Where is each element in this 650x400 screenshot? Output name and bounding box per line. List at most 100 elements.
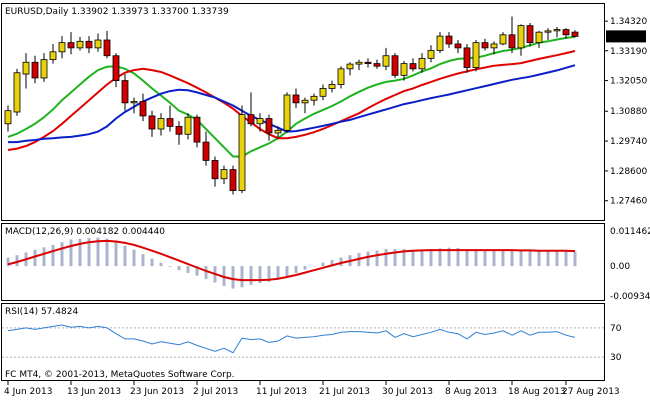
candle bbox=[391, 53, 399, 78]
candle bbox=[373, 59, 381, 69]
candle-body bbox=[373, 63, 381, 67]
candle bbox=[238, 105, 246, 194]
candle-body bbox=[139, 101, 147, 117]
moving-average-line-3 bbox=[8, 64, 576, 144]
candle-body bbox=[472, 42, 480, 68]
macd-histogram-bar bbox=[510, 250, 514, 267]
candle bbox=[337, 66, 345, 89]
candle-body bbox=[454, 43, 462, 49]
candle-body bbox=[508, 34, 516, 49]
price-axis-label: 1.27460 bbox=[610, 197, 647, 207]
macd-histogram-bar bbox=[366, 251, 370, 267]
current-price-tag bbox=[606, 30, 646, 43]
candle-body bbox=[229, 169, 237, 191]
candle-body bbox=[112, 55, 120, 81]
macd-histogram-bar bbox=[69, 239, 73, 267]
candle-body bbox=[481, 42, 489, 49]
macd-histogram-bar bbox=[420, 249, 424, 267]
macd-signal-line bbox=[7, 239, 576, 282]
macd-histogram-bar bbox=[6, 257, 10, 267]
candle-body bbox=[328, 84, 336, 89]
candle-body bbox=[256, 118, 264, 125]
candle-body bbox=[391, 55, 399, 76]
candle bbox=[229, 165, 237, 195]
candle bbox=[562, 28, 570, 39]
rsi-axis-label: 70 bbox=[610, 324, 622, 334]
candle-body bbox=[49, 51, 57, 61]
price-chart-title: EURUSD,Daily 1.33902 1.33973 1.33700 1.3… bbox=[5, 7, 229, 17]
candle bbox=[166, 105, 174, 132]
candle-body bbox=[283, 94, 291, 131]
macd-histogram-bar bbox=[465, 249, 469, 267]
date-axis-label: 4 Jun 2013 bbox=[4, 387, 52, 397]
macd-histogram-bar bbox=[87, 238, 91, 267]
macd-histogram-bar bbox=[546, 250, 550, 267]
candle bbox=[490, 41, 498, 55]
candle-body bbox=[4, 110, 12, 125]
candle bbox=[202, 131, 210, 166]
candle bbox=[445, 32, 453, 48]
macd-histogram-bar bbox=[78, 238, 82, 267]
candle bbox=[76, 36, 84, 51]
candle-body bbox=[31, 61, 39, 79]
macd-histogram-bar bbox=[186, 266, 190, 273]
macd-histogram-bar bbox=[573, 251, 577, 267]
candle-body bbox=[58, 42, 66, 53]
candle-body bbox=[337, 68, 345, 85]
macd-histogram-bar bbox=[321, 262, 325, 267]
moving-average-line-2 bbox=[7, 50, 576, 151]
macd-histogram-bar bbox=[447, 247, 451, 267]
macd-axis-label: 0.011462 bbox=[610, 227, 650, 237]
candle bbox=[274, 126, 282, 139]
candle-body bbox=[526, 25, 534, 44]
price-axis-label: 1.34320 bbox=[610, 17, 647, 27]
macd-histogram-bar bbox=[303, 266, 307, 270]
macd-histogram-bar bbox=[204, 266, 208, 280]
candle-body bbox=[184, 116, 192, 135]
macd-axis-label: -0.009348 bbox=[610, 292, 650, 302]
candle-body bbox=[490, 43, 498, 49]
macd-histogram-bar bbox=[168, 266, 172, 267]
candle-body bbox=[355, 61, 363, 65]
candle-body bbox=[292, 94, 300, 104]
candle-body bbox=[553, 29, 561, 32]
candle bbox=[40, 53, 48, 82]
candle-body bbox=[94, 39, 102, 49]
candle bbox=[364, 58, 372, 68]
date-axis-label: 30 Jul 2013 bbox=[382, 387, 433, 397]
candle bbox=[553, 26, 561, 38]
candle-body bbox=[463, 47, 471, 68]
rsi-axis-label: 30 bbox=[610, 353, 622, 363]
candle bbox=[211, 156, 219, 187]
macd-histogram-bar bbox=[285, 266, 289, 277]
candle-body bbox=[319, 88, 327, 97]
candle bbox=[265, 114, 273, 141]
candle-body bbox=[238, 114, 246, 191]
macd-histogram-bar bbox=[267, 266, 271, 282]
macd-histogram-bar bbox=[150, 258, 154, 267]
candle bbox=[517, 24, 525, 56]
candle-body bbox=[571, 31, 579, 37]
candle bbox=[319, 84, 327, 101]
macd-histogram-bar bbox=[42, 247, 46, 267]
candle bbox=[427, 45, 435, 63]
rsi-line bbox=[7, 324, 576, 354]
candle bbox=[193, 114, 201, 148]
macd-histogram-bar bbox=[384, 249, 388, 267]
macd-histogram-bar bbox=[429, 249, 433, 267]
candle bbox=[508, 16, 516, 54]
price-axis-label: 1.29740 bbox=[610, 137, 647, 147]
candle-body bbox=[364, 61, 372, 64]
macd-histogram-bar bbox=[51, 244, 55, 267]
candle bbox=[121, 74, 129, 111]
macd-axis-label: 0.00 bbox=[610, 262, 630, 272]
candle bbox=[328, 80, 336, 93]
macd-histogram-bar bbox=[96, 237, 100, 267]
macd-histogram-bar bbox=[249, 266, 253, 285]
price-axis-label: 1.30880 bbox=[610, 107, 647, 117]
candle bbox=[454, 40, 462, 54]
macd-histogram-bar bbox=[60, 242, 64, 267]
candle bbox=[13, 68, 21, 116]
